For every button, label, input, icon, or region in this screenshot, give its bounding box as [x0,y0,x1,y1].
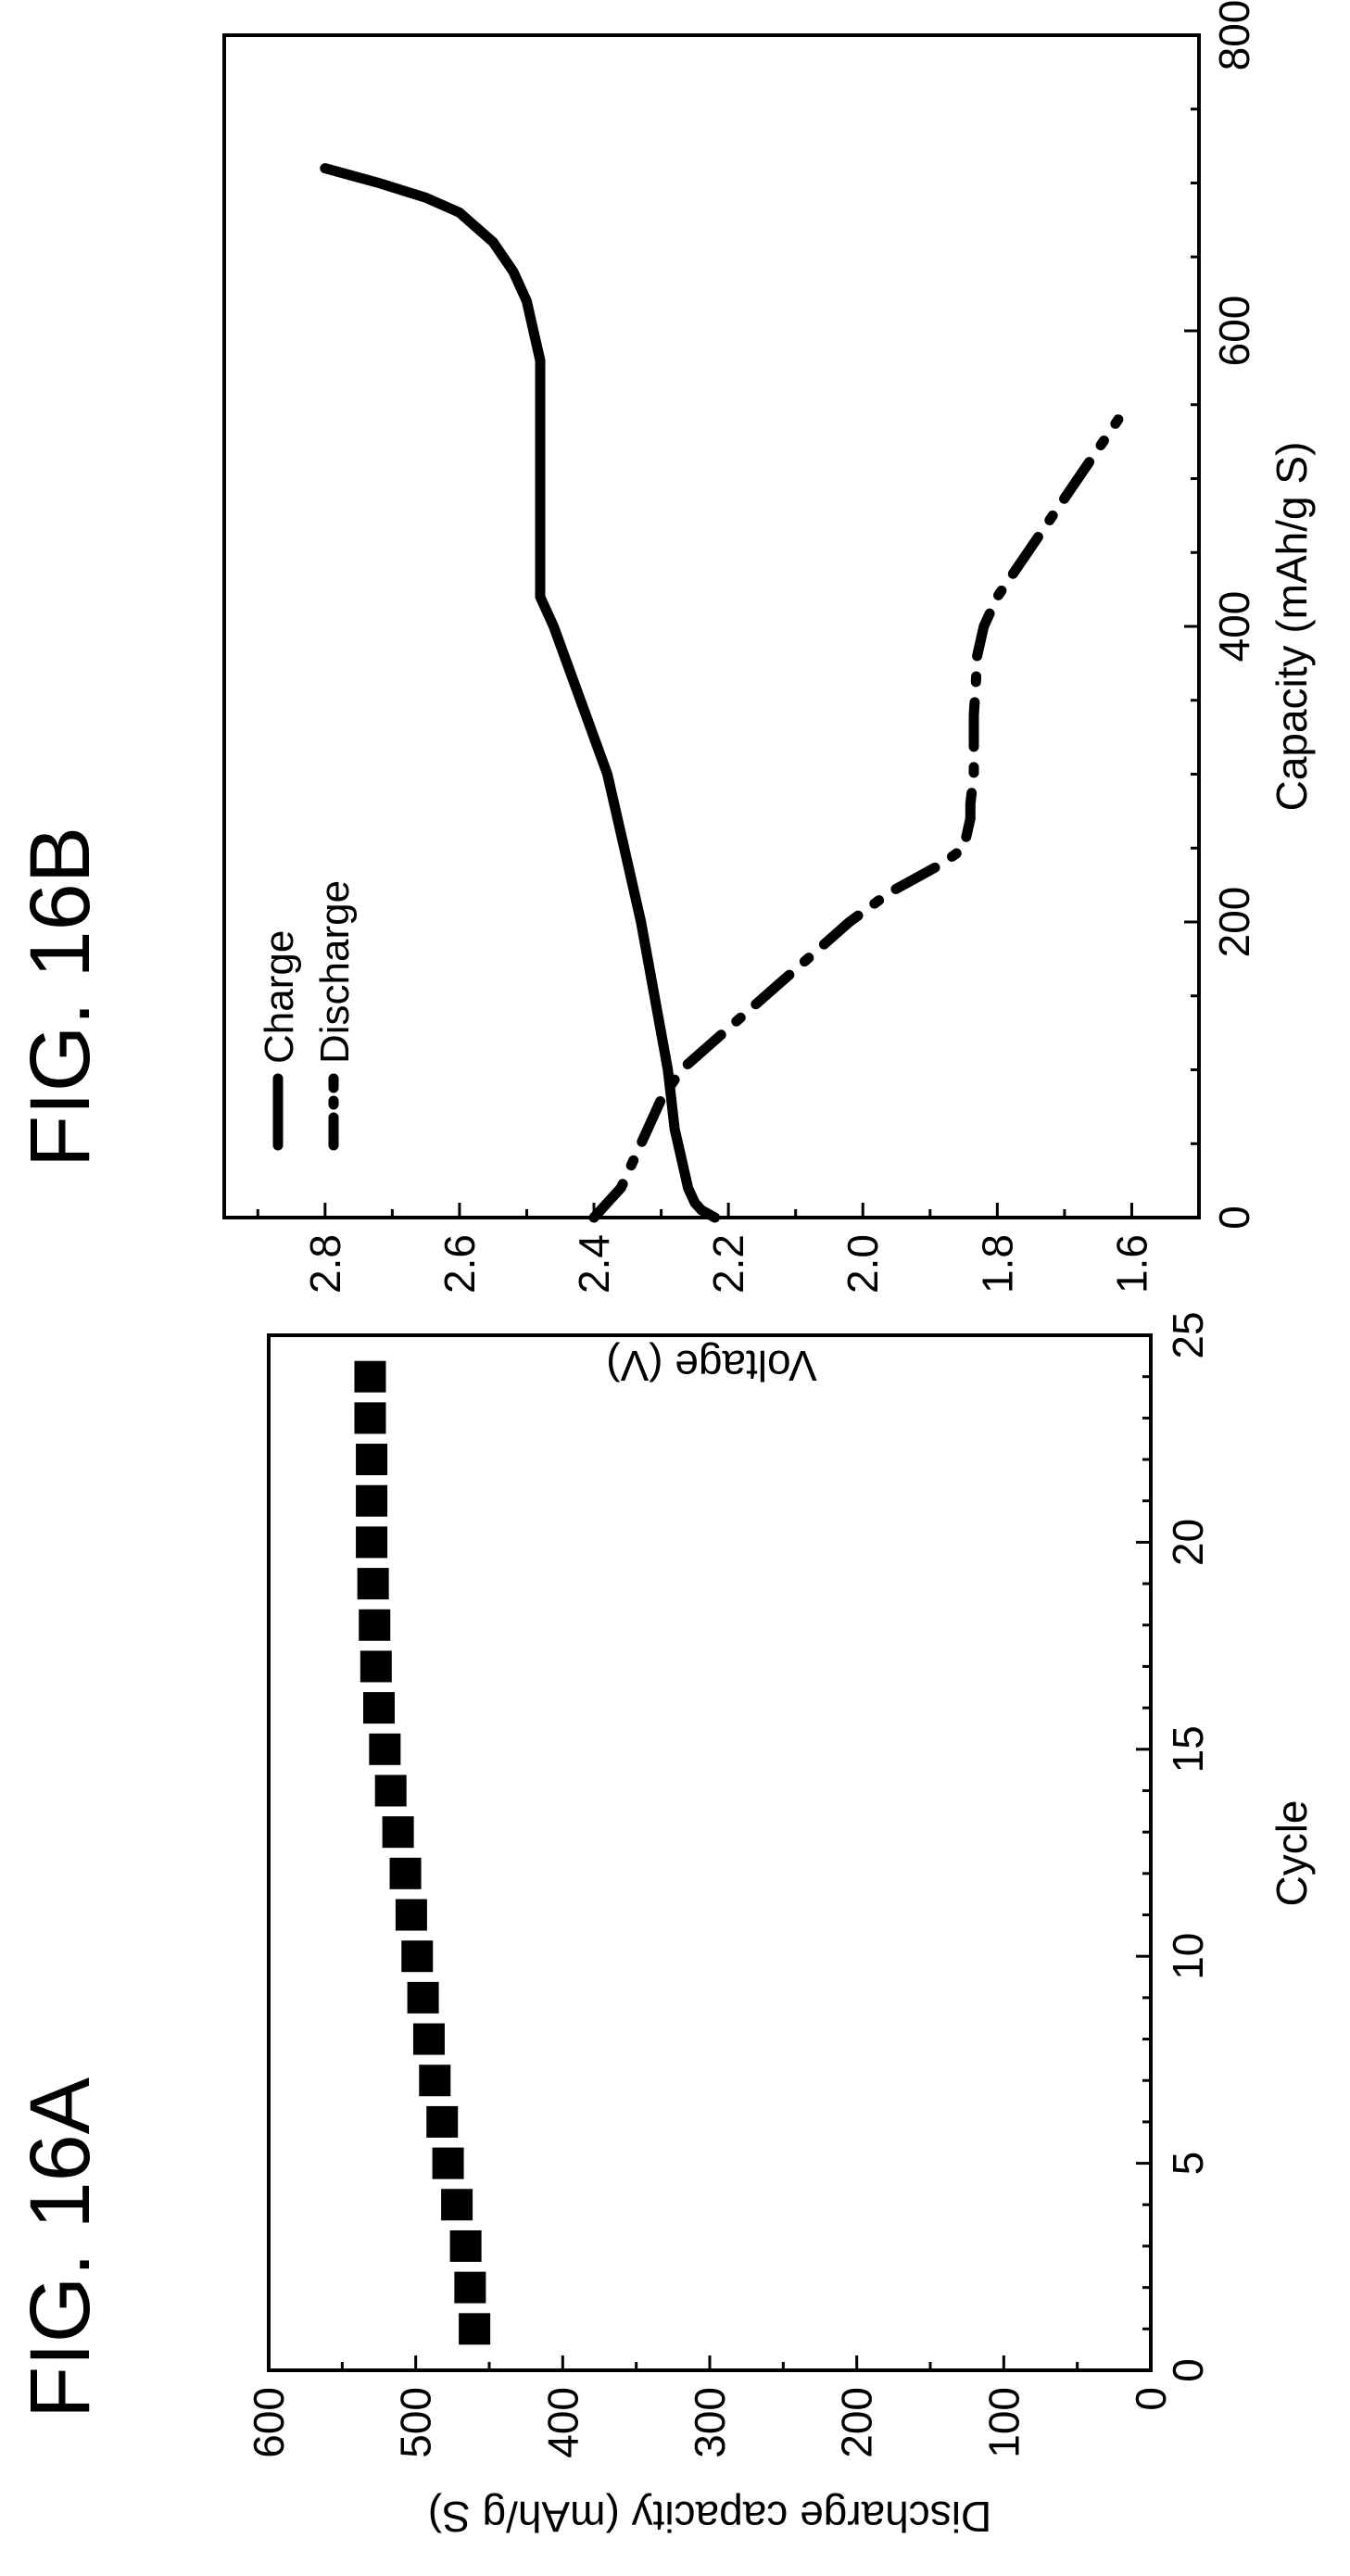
data-point [356,1444,387,1475]
x-tick-label: 20 [1164,1519,1212,1566]
data-point [354,1402,385,1433]
axis-ticks-16b [258,35,1199,1218]
y-axis-label-16b: Voltage (V) [606,1342,817,1390]
y-tick-label: 300 [686,2387,734,2458]
y-tick-label: 2.4 [570,1234,618,1294]
y-tick-label: 2.0 [839,1234,887,1294]
chart-16b: FIG. 16B 0 200 400 600 800 1.6 1.8 2.0 2… [13,0,1316,1390]
data-point [408,1982,439,2014]
data-point [363,1692,395,1724]
data-point [356,1526,387,1558]
data-point [375,1774,407,1806]
y-tick-label: 100 [979,2387,1028,2458]
y-axis-label-16a: Discharge capacity (mAh/g S) [428,2493,991,2541]
x-tick-label: 400 [1210,591,1258,663]
series-line-charge [325,169,715,1218]
y-tick-label: 200 [833,2387,881,2458]
axis-ticks-16a [269,1335,1151,2370]
x-tick-label: 5 [1164,2152,1212,2176]
data-point [390,1858,422,1889]
legend-label-discharge: Discharge [312,880,358,1064]
y-tick-label: 2.2 [704,1234,752,1294]
y-tick-label: 2.8 [301,1234,349,1294]
data-point [450,2230,482,2262]
data-point [358,1568,389,1599]
data-point [359,1610,390,1641]
x-tick-label: 200 [1210,887,1258,958]
y-tick-label: 2.6 [435,1234,484,1294]
x-tick-label: 25 [1164,1311,1212,1358]
chart-16a: FIG. 16A 0 5 10 15 20 25 0 100 200 300 4… [13,1311,1316,2541]
x-tick-label: 0 [1210,1206,1258,1230]
data-point [413,2024,445,2055]
y-tick-label: 500 [392,2387,440,2458]
data-point [433,2148,464,2179]
data-point [426,2106,458,2138]
x-tick-label: 10 [1164,1933,1212,1980]
data-point [454,2272,486,2304]
data-point [360,1650,392,1682]
y-tick-label: 1.8 [973,1234,1021,1294]
y-tick-label: 400 [538,2387,587,2458]
legend-16b: Charge Discharge [257,880,358,1145]
x-tick-labels-16b: 0 200 400 600 800 [1210,0,1258,1230]
y-tick-label: 0 [1127,2387,1175,2411]
x-tick-label: 800 [1210,0,1258,70]
plot-frame-16a [269,1335,1151,2370]
data-point [354,1361,385,1393]
data-point [401,1940,433,1972]
data-point [356,1485,387,1517]
x-axis-label-16b: Capacity (mAh/g S) [1268,442,1316,812]
figure-label-16b: FIG. 16B [13,827,107,1168]
y-tick-label: 1.6 [1107,1234,1155,1294]
data-point [369,1734,400,1765]
rotated-page: FIG. 16A 0 5 10 15 20 25 0 100 200 300 4… [13,0,1316,2541]
legend-label-charge: Charge [257,930,302,1064]
y-tick-labels-16a: 0 100 200 300 400 500 600 [245,2387,1175,2458]
x-tick-label: 0 [1164,2358,1212,2382]
x-axis-label-16a: Cycle [1268,1799,1316,1906]
data-points-16a [354,1361,490,2345]
y-tick-labels-16b: 1.6 1.8 2.0 2.2 2.4 2.6 2.8 [301,1234,1156,1294]
data-point [419,2065,450,2096]
figure-label-16a: FIG. 16A [13,2077,107,2418]
x-tick-label: 600 [1210,296,1258,367]
data-point [396,1900,427,1931]
x-tick-label: 15 [1164,1725,1212,1773]
y-tick-label: 600 [245,2387,293,2458]
x-tick-labels-16a: 0 5 10 15 20 25 [1164,1311,1212,2381]
data-point [441,2189,473,2220]
data-point [459,2313,490,2344]
series-lines-16b [325,169,1118,1218]
data-point [383,1816,414,1848]
